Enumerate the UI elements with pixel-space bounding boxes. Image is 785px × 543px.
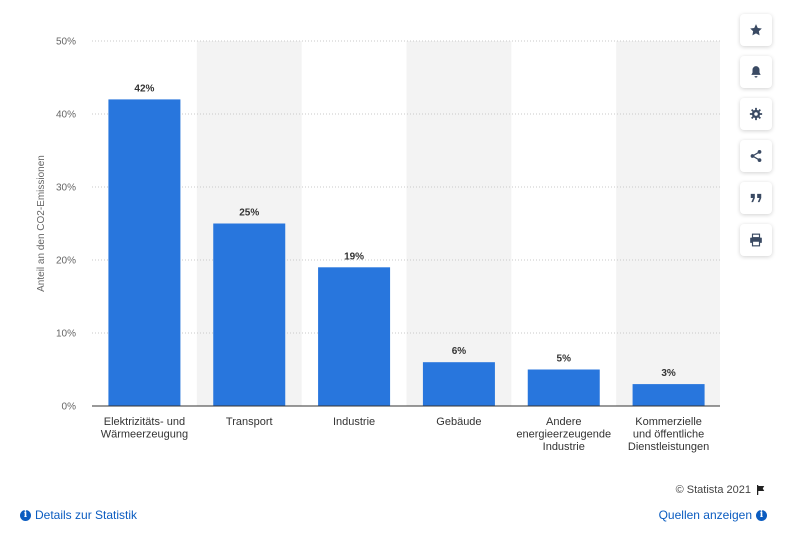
copyright: © Statista 2021: [676, 484, 767, 496]
x-category-line: Transport: [226, 416, 273, 428]
y-tick-label: 0%: [62, 402, 77, 413]
x-category-label: Transport: [226, 416, 273, 428]
notification-button[interactable]: [740, 56, 772, 88]
y-tick-label: 10%: [56, 329, 76, 340]
sources-link[interactable]: Quellen anzeigen i: [659, 508, 767, 522]
bar[interactable]: [213, 223, 286, 407]
cite-button[interactable]: [740, 182, 772, 214]
bar[interactable]: [527, 369, 600, 407]
x-category-line: Industrie: [543, 441, 585, 453]
bars: [108, 99, 705, 407]
sources-link-text: Quellen anzeigen: [658, 508, 752, 522]
x-category-label: Elektrizitäts- und Wärmeerzeugung: [101, 416, 188, 441]
bar[interactable]: [632, 384, 705, 406]
x-category-line: energieerzeugende: [516, 429, 611, 441]
x-category-label: Gebäude: [436, 416, 481, 428]
share-icon: [750, 150, 762, 162]
details-link[interactable]: i Details zur Statistik: [20, 508, 137, 522]
x-category-line: Wärmeerzeugung: [101, 429, 188, 441]
x-category-line: Kommerzielle: [635, 416, 702, 428]
x-category-label: Andere energieerzeugende Industrie: [516, 416, 611, 453]
x-category-label: Kommerzielle und öffentliche Dienstleistun…: [628, 416, 709, 453]
bell-icon: [751, 66, 761, 78]
data-label: 3%: [661, 368, 676, 379]
x-category-line: und öffentliche: [633, 429, 704, 441]
x-category-label: Industrie: [333, 416, 375, 428]
data-label: 6%: [452, 346, 467, 357]
data-label: 42%: [134, 83, 154, 94]
y-tick-label: 20%: [56, 256, 76, 267]
data-labels: 42% 25% 19% 6% 5% 3%: [134, 83, 676, 379]
star-icon: [750, 24, 762, 36]
details-link-text: Details zur Statistik: [35, 508, 138, 522]
y-tick-label: 30%: [56, 183, 76, 194]
bar[interactable]: [422, 362, 495, 406]
bar-chart: 0% 10% 20% 30% 40% 50% 42% 25% 19% 6% 5% 3% Elektr…: [36, 37, 720, 453]
x-category-line: Industrie: [333, 416, 375, 428]
settings-button[interactable]: [740, 98, 772, 130]
gear-icon: [749, 107, 763, 121]
x-axis-categories: Elektrizitäts- und Wärmeerzeugung Transpor…: [101, 416, 710, 453]
x-category-line: Dienstleistungen: [628, 441, 709, 453]
bar[interactable]: [318, 267, 391, 406]
y-tick-label: 40%: [56, 110, 76, 121]
quote-icon: [750, 193, 762, 203]
category-band: [616, 41, 720, 406]
chart-toolbar: [740, 14, 772, 266]
print-button[interactable]: [740, 224, 772, 256]
share-button[interactable]: [740, 140, 772, 172]
bar[interactable]: [108, 99, 181, 407]
y-tick-label: 50%: [56, 37, 76, 48]
flag-icon[interactable]: [755, 484, 767, 496]
x-category-line: Elektrizitäts- und: [104, 416, 185, 428]
alternating-bands: [196, 41, 720, 406]
copyright-text: © Statista 2021: [675, 484, 751, 496]
data-label: 25%: [239, 208, 259, 219]
favorite-button[interactable]: [740, 14, 772, 46]
x-category-line: Andere: [546, 416, 581, 428]
info-icon: i: [756, 509, 767, 521]
print-icon: [750, 233, 762, 247]
data-label: 19%: [344, 251, 364, 262]
info-icon: i: [20, 509, 31, 521]
y-axis-ticks: 0% 10% 20% 30% 40% 50%: [56, 37, 76, 413]
x-category-line: Gebäude: [436, 416, 481, 428]
data-label: 5%: [557, 354, 572, 365]
y-axis-title: Anteil an den CO2-Emissionen: [36, 155, 47, 292]
category-band: [406, 41, 512, 406]
